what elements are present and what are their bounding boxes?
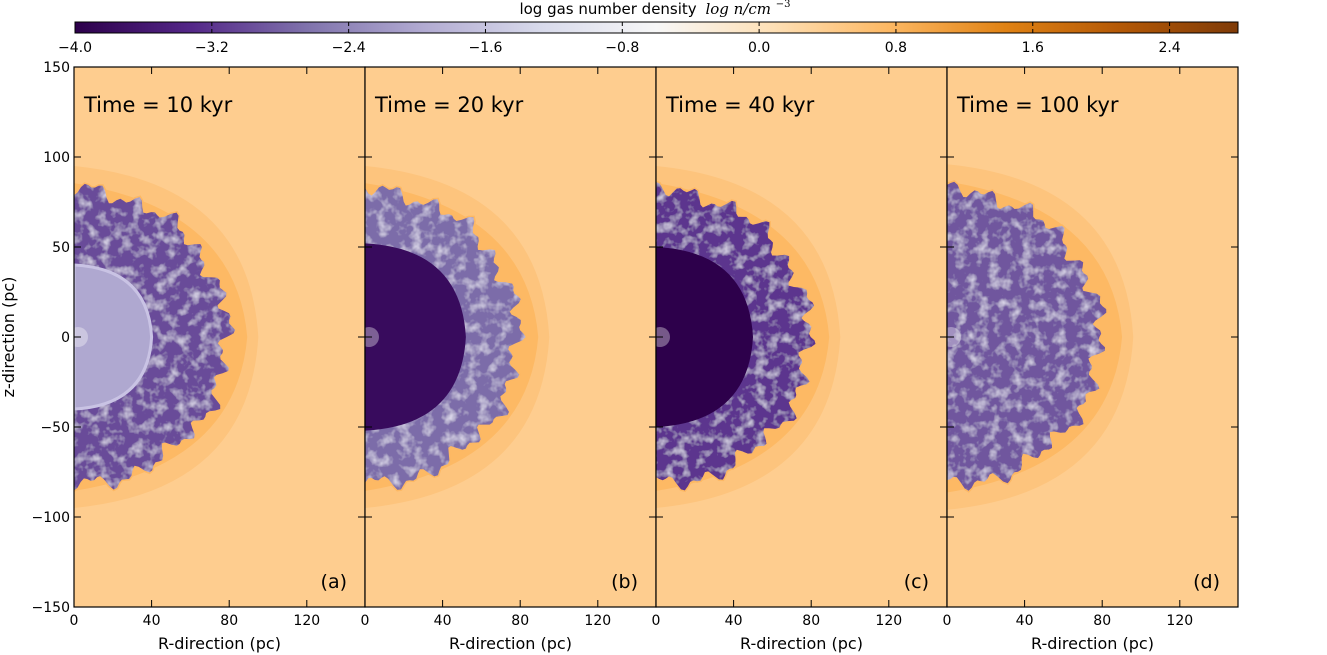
panel-time-label: Time = 40 kyr xyxy=(665,93,815,117)
inner-cavity xyxy=(365,243,466,431)
colorbar-tick-label: −4.0 xyxy=(58,40,92,56)
colorbar-tick-label: −3.2 xyxy=(195,40,229,56)
x-tick-label: 40 xyxy=(143,613,161,629)
y-axis-label: z-direction (pc) xyxy=(0,277,18,398)
colorbar-tick-label: −2.4 xyxy=(332,40,366,56)
x-tick-label: 80 xyxy=(1093,613,1111,629)
panel-time-label: Time = 20 kyr xyxy=(374,93,524,117)
x-tick-label: 40 xyxy=(1016,613,1034,629)
colorbar-bar xyxy=(74,21,1239,34)
y-tick-label: −100 xyxy=(32,510,70,526)
x-tick-label: 40 xyxy=(434,613,452,629)
inner-cavity xyxy=(656,247,753,427)
panel-tag: (d) xyxy=(1193,571,1220,593)
y-tick-label: 150 xyxy=(43,60,70,76)
colorbar-tick-label: 2.4 xyxy=(1158,40,1180,56)
x-axis-label: R-direction (pc) xyxy=(740,634,863,653)
panel-d: 0 40 80 120 R-direction (pc) Time = 100 kyr (d… xyxy=(943,66,1239,653)
x-tick-label: 80 xyxy=(802,613,820,629)
colorbar-title-math: log n/cm xyxy=(705,0,771,18)
x-axis-label: R-direction (pc) xyxy=(1031,634,1154,653)
panel-b: 0 40 80 120 R-direction (pc) Time = 20 kyr (b) xyxy=(361,66,657,653)
y-tick-label: −50 xyxy=(40,420,70,436)
density-map xyxy=(365,67,656,607)
inner-cavity xyxy=(74,263,154,411)
hot-bubble xyxy=(947,181,1107,491)
panel-time-label: Time = 10 kyr xyxy=(83,93,233,117)
x-tick-label: 120 xyxy=(293,613,320,629)
density-map xyxy=(656,67,947,607)
x-tick-label: 120 xyxy=(875,613,902,629)
x-tick-label: 0 xyxy=(70,613,79,629)
x-tick-label: 120 xyxy=(1166,613,1193,629)
panel-tag: (a) xyxy=(321,571,347,593)
colorbar-ticks: −4.0 −3.2 −2.4 −1.6 −0.8 0.0 0.8 1.6 2.4 xyxy=(58,22,1181,56)
x-tick-label: 80 xyxy=(511,613,529,629)
colorbar-tick-label: −0.8 xyxy=(605,40,639,56)
x-axis-label: R-direction (pc) xyxy=(449,634,572,653)
panel-c: 0 40 80 120 R-direction (pc) Time = 40 kyr (c) xyxy=(652,66,948,653)
colorbar-tick-label: 1.6 xyxy=(1022,40,1044,56)
colorbar-title: log gas number density log n/cm −3 xyxy=(519,0,790,18)
x-tick-label: 0 xyxy=(943,613,952,629)
x-tick-label: 0 xyxy=(652,613,661,629)
y-tick-label: 0 xyxy=(61,330,70,346)
x-tick-label: 40 xyxy=(725,613,743,629)
panel-time-label: Time = 100 kyr xyxy=(956,93,1119,117)
y-tick-label: 50 xyxy=(52,240,70,256)
colorbar-title-text: log gas number density xyxy=(519,0,696,18)
y-tick-label: 100 xyxy=(43,150,70,166)
colorbar-tick-label: 0.8 xyxy=(885,40,907,56)
x-tick-label: 80 xyxy=(220,613,238,629)
hot-bubble xyxy=(74,183,236,491)
panel-a: 0 40 80 120 150 100 50 0 −50 −100 −150 R-direction … xyxy=(32,60,366,653)
panels: 0 40 80 120 150 100 50 0 −50 −100 −150 R-direction … xyxy=(32,60,1239,653)
panel-tag: (c) xyxy=(904,571,929,593)
panel-tag: (b) xyxy=(611,571,638,593)
x-tick-label: 0 xyxy=(361,613,370,629)
density-map xyxy=(74,67,365,607)
colorbar-tick-label: −1.6 xyxy=(468,40,502,56)
density-map xyxy=(947,67,1238,607)
colorbar-tick-label: 0.0 xyxy=(748,40,770,56)
colorbar: log gas number density log n/cm −3 −4.0−… xyxy=(58,0,1239,56)
y-tick-label: −150 xyxy=(32,600,70,616)
x-axis-label: R-direction (pc) xyxy=(158,634,281,653)
colorbar-title-exponent: −3 xyxy=(776,0,791,10)
x-tick-label: 120 xyxy=(584,613,611,629)
